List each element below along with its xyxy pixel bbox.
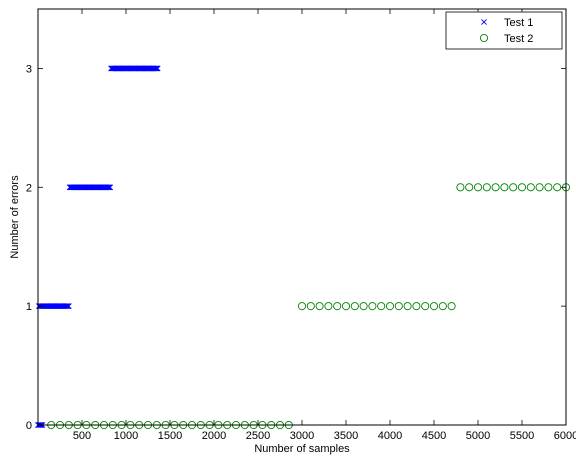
data-point-test-1 [153,65,159,72]
data-point-test-2 [412,302,421,311]
x-marker-stroke [153,65,160,72]
x-tick-label: 3000 [290,430,314,442]
x-axis-label: Number of samples [254,443,350,455]
axis-ticks: 500 1000 1500 2000 2500 3000 3500 4000 4500 5000 5… [26,9,576,442]
data-point-test-2 [544,183,553,192]
y-tick-label: 0 [26,420,32,432]
data-point-test-2 [473,183,483,192]
data-point-test-2 [377,302,386,311]
y-tick-label: 3 [26,63,32,75]
data-point-test-2 [500,183,509,192]
legend-label-test-1: Test 1 [504,17,533,29]
data-point-test-2 [350,302,359,311]
x-marker-stroke [63,303,70,310]
y-axis-label: Number of errors [9,175,21,259]
data-point-test-2 [324,302,333,311]
data-point-test-2 [526,183,535,192]
x-tick-label: 6000 [554,430,576,442]
x-marker-stroke [65,303,71,310]
data-point-test-1 [105,184,112,191]
axes-frame [37,8,567,426]
x-tick-label: 1500 [158,430,182,442]
legend-o-marker [479,33,489,43]
legend-label-test-2: Test 2 [504,33,533,45]
legend-marker-test-1 [481,19,487,25]
y-tick-label: 1 [26,301,32,313]
x-tick-label: 4500 [422,430,446,442]
legend-marker-test-2 [479,33,489,43]
legend-x-marker [481,19,487,25]
data-point-test-2 [385,302,395,311]
legend: Test 1 Test 2 [445,11,563,50]
data-point-test-2 [517,183,527,192]
data-point-test-2 [553,183,562,192]
x-marker-stroke [152,65,158,72]
data-point-test-2 [465,183,474,192]
data-point-test-1 [63,303,70,310]
data-point-test-2 [394,302,403,311]
data-point-test-2 [447,302,456,311]
x-tick-label: 1000 [114,430,138,442]
x-marker-stroke [107,184,114,191]
legend-box [445,11,563,50]
data-point-test-2 [333,302,342,311]
data-point-test-2 [429,302,439,311]
data-point-test-2 [315,302,324,311]
data-point-test-1 [107,184,114,191]
data-point-test-1 [154,65,161,72]
data-point-test-1 [152,65,158,72]
data-point-test-2 [368,302,377,311]
data-point-test-2 [438,302,447,311]
y-tick-label: 2 [26,182,32,194]
data-point-test-2 [421,302,430,311]
data-point-test-2 [509,183,518,192]
x-marker-stroke [481,19,487,25]
data-point-test-1 [104,184,111,191]
data-point-test-2 [341,302,351,311]
x-tick-label: 5500 [510,430,534,442]
plot-area [35,65,571,430]
data-point-test-2 [482,183,491,192]
data-point-test-1 [153,65,160,72]
data-point-test-1 [65,303,71,310]
x-marker-stroke [154,65,161,72]
data-point-test-1 [106,184,113,191]
data-point-test-1 [65,303,72,310]
x-tick-label: 2500 [246,430,270,442]
x-marker-stroke [65,303,72,310]
data-point-test-1 [64,303,70,310]
x-tick-label: 4000 [378,430,402,442]
x-marker-stroke [104,184,111,191]
data-point-test-2 [306,302,315,311]
x-tick-label: 2000 [202,430,226,442]
x-marker-stroke [153,65,159,72]
x-tick-label: 3500 [334,430,358,442]
x-tick-label: 5000 [466,430,490,442]
x-tick-label: 500 [73,430,91,442]
x-marker-stroke [64,303,70,310]
data-point-test-2 [456,183,465,192]
x-marker-stroke [105,184,112,191]
data-point-test-2 [491,183,500,192]
x-marker-stroke [106,184,113,191]
data-point-test-2 [535,183,544,192]
data-point-test-2 [403,302,412,311]
data-point-test-2 [297,302,307,311]
data-point-test-2 [359,302,368,311]
